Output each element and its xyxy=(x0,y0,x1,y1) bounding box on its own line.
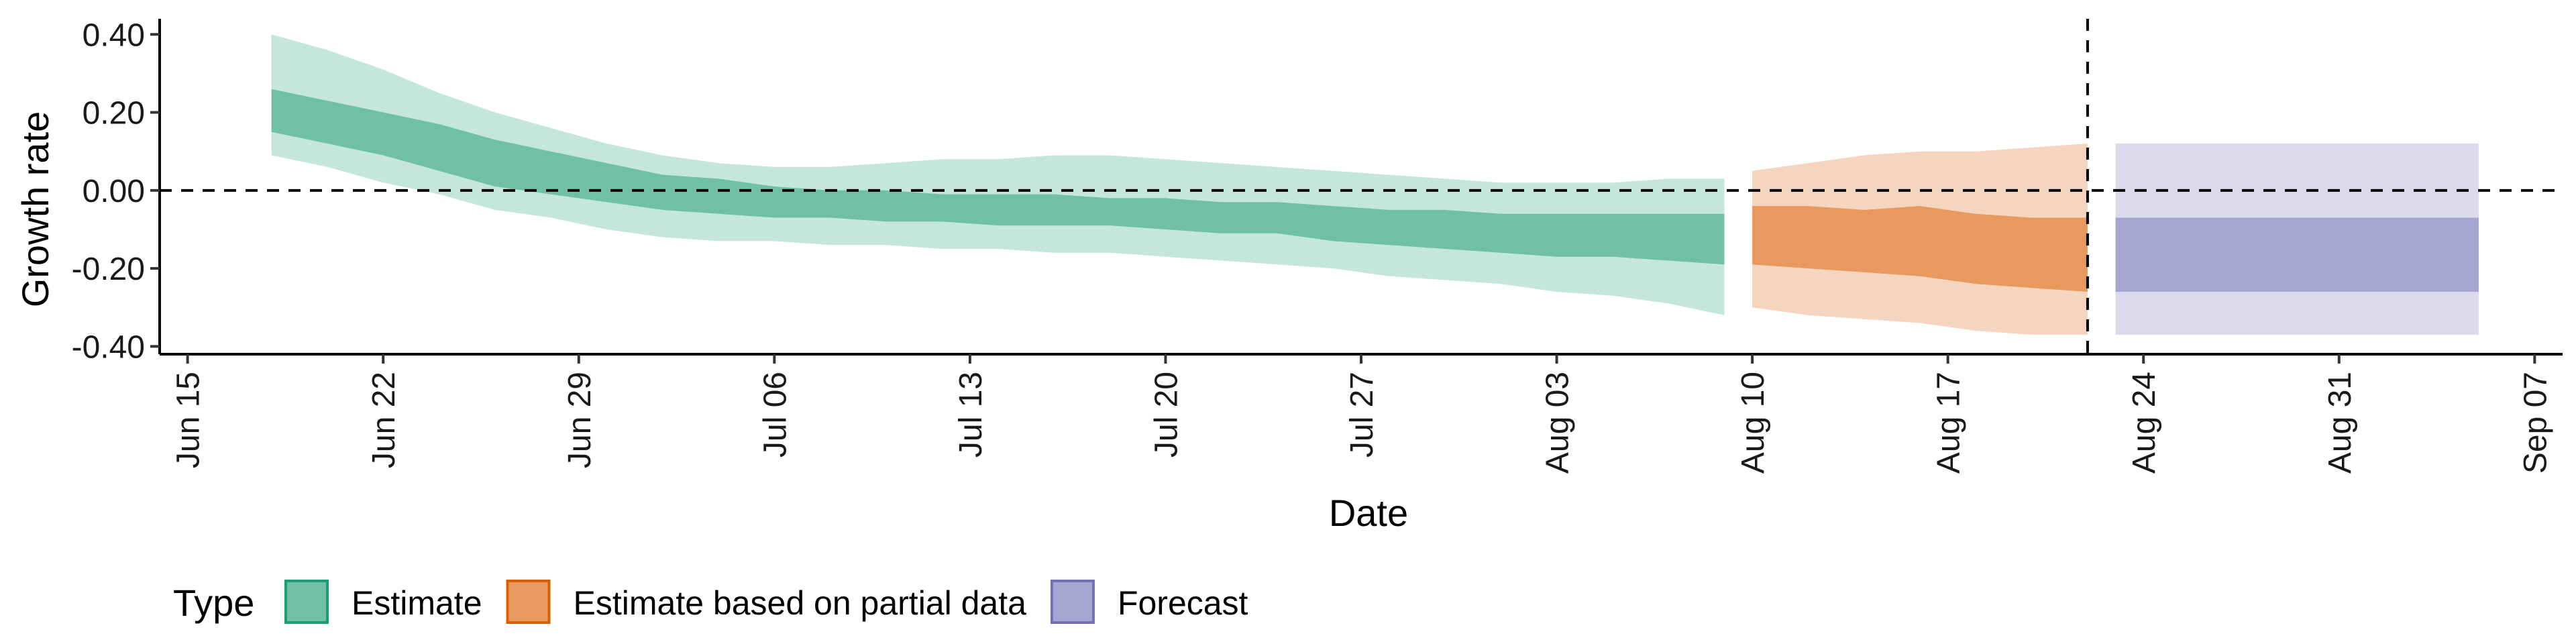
y-tick-label: 0.40 xyxy=(83,17,145,53)
x-tick-label: Jun 29 xyxy=(562,372,598,468)
x-tick-label: Aug 24 xyxy=(2127,372,2162,474)
x-tick-label: Sep 07 xyxy=(2518,372,2553,474)
x-axis-title: Date xyxy=(1329,492,1408,534)
legend-label-estimate-based-on-partial-data: Estimate based on partial data xyxy=(574,584,1027,622)
x-tick-label: Jul 13 xyxy=(953,372,989,458)
legend-label-estimate: Estimate xyxy=(352,584,482,622)
legend-title: Type xyxy=(173,582,254,624)
reference-lines xyxy=(160,19,2563,354)
y-axis-ticks: 0.40 0.20 0.00 -0.20 -0.40 xyxy=(72,17,160,365)
legend: Type Estimate Estimate based on partial d… xyxy=(173,580,1248,624)
legend-swatch-estimate xyxy=(284,580,329,624)
forecast-band-50 xyxy=(2115,217,2479,292)
legend-swatch-estimate-based-on-partial-data xyxy=(506,580,551,624)
y-tick-label: -0.20 xyxy=(72,252,145,287)
y-tick-label: 0.20 xyxy=(83,96,145,131)
legend-label-forecast: Forecast xyxy=(1118,584,1248,622)
series-bands xyxy=(271,34,2479,335)
y-axis-title: Growth rate xyxy=(14,111,56,308)
x-tick-label: Jun 22 xyxy=(366,372,402,468)
legend-swatch-forecast xyxy=(1050,580,1095,624)
x-tick-label: Jul 06 xyxy=(757,372,793,458)
x-tick-label: Jul 27 xyxy=(1344,372,1380,458)
x-tick-label: Aug 03 xyxy=(1540,372,1576,474)
x-tick-label: Jun 15 xyxy=(171,372,207,468)
y-tick-label: -0.40 xyxy=(72,329,145,365)
y-tick-label: 0.00 xyxy=(83,174,145,209)
estimate-band-90 xyxy=(271,34,1725,315)
estimate-based-on-partial-data-band-50 xyxy=(1752,206,2088,292)
x-axis-ticks: Jun 15 Jun 22 Jun 29 Jul 06 Jul 13 Jul 20 Jul … xyxy=(171,354,2553,474)
x-tick-label: Aug 31 xyxy=(2322,372,2358,474)
x-tick-label: Jul 20 xyxy=(1148,372,1184,458)
x-tick-label: Aug 10 xyxy=(1735,372,1771,474)
estimate-band-50 xyxy=(271,89,1725,265)
x-tick-label: Aug 17 xyxy=(1931,372,1967,474)
